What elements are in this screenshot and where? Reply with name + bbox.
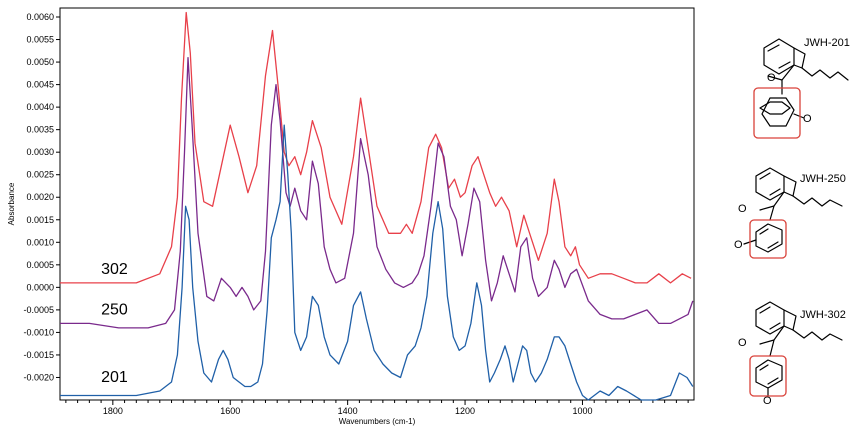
x-axis-title: Wavenumbers (cm-1) xyxy=(339,417,416,426)
y-tick-label: -0.0005 xyxy=(23,305,54,315)
pentyl-chain-icon xyxy=(792,195,843,207)
x-tick-label: 1400 xyxy=(338,406,358,416)
svg-text:O: O xyxy=(734,239,743,251)
y-axis-title: Absorbance xyxy=(7,182,16,225)
methoxyphenyl-ring-icon: O xyxy=(734,223,783,253)
plot-frame xyxy=(59,7,695,401)
svg-text:O: O xyxy=(738,337,747,349)
svg-text:O: O xyxy=(763,395,772,407)
series-lines xyxy=(60,11,694,401)
y-tick-label: 0.0030 xyxy=(26,147,54,157)
spectrum-plot: 0.0060 0.0055 0.0050 0.0045 0.0040 0.0035 0.00… xyxy=(7,7,695,426)
svg-text:O: O xyxy=(767,72,776,84)
y-tick-label: 0.0040 xyxy=(26,102,54,112)
y-tick-label: 0.0010 xyxy=(26,237,54,247)
y-tick-label: 0.0060 xyxy=(26,12,54,22)
pentyl-chain-icon xyxy=(801,67,849,81)
y-axis-ticks: 0.0060 0.0055 0.0050 0.0045 0.0040 0.0035 0.00… xyxy=(23,12,60,382)
y-tick-label: 0.0050 xyxy=(26,57,54,67)
series-line-302 xyxy=(60,11,692,284)
structure-label: JWH-250 xyxy=(800,173,846,185)
structure-jwh-250: O O JWH-250 xyxy=(734,167,846,259)
y-tick-label: 0.0020 xyxy=(26,192,54,202)
x-tick-label: 1800 xyxy=(103,406,123,416)
structure-label: JWH-302 xyxy=(800,309,846,321)
y-tick-label: 0.0015 xyxy=(26,215,54,225)
structure-jwh-201: O O JWH-201 xyxy=(753,37,850,139)
x-tick-label: 1200 xyxy=(455,406,475,416)
indole-core-icon xyxy=(763,38,806,75)
ring-highlight-box xyxy=(749,219,787,259)
x-tick-label: 1000 xyxy=(572,406,592,416)
structure-jwh-302: O O JWH-302 xyxy=(738,301,846,407)
methoxyphenyl-ring-icon: O xyxy=(755,359,783,407)
y-tick-label: 0.0025 xyxy=(26,170,54,180)
indole-core-icon xyxy=(755,301,797,335)
y-tick-label: -0.0010 xyxy=(23,327,54,337)
series-label-250: 250 xyxy=(101,301,128,318)
y-tick-label: -0.0015 xyxy=(23,350,54,360)
indole-core-icon xyxy=(755,167,797,201)
ring-highlight-box xyxy=(753,87,801,139)
y-tick-label: 0.0055 xyxy=(26,35,54,45)
methoxyphenyl-ring-icon: O xyxy=(759,97,812,127)
svg-text:O: O xyxy=(803,113,812,125)
ring-highlight-box xyxy=(749,355,787,397)
series-label-201: 201 xyxy=(101,369,128,386)
pentyl-chain-icon xyxy=(792,329,843,341)
y-tick-label: 0.0005 xyxy=(26,260,54,270)
y-tick-label: 0.0045 xyxy=(26,80,54,90)
y-tick-label: 0.0035 xyxy=(26,125,54,135)
x-axis-ticks: 1800 1600 1400 1200 1000 xyxy=(65,400,689,416)
svg-text:O: O xyxy=(738,203,747,215)
series-label-302: 302 xyxy=(101,261,128,278)
y-tick-label: -0.0020 xyxy=(23,372,54,382)
series-line-201 xyxy=(60,124,694,401)
series-labels: 302 250 201 xyxy=(101,261,128,386)
structure-label: JWH-201 xyxy=(804,37,850,49)
series-line-250 xyxy=(60,56,694,329)
y-tick-label: 0.0000 xyxy=(26,282,54,292)
x-tick-label: 1600 xyxy=(220,406,240,416)
